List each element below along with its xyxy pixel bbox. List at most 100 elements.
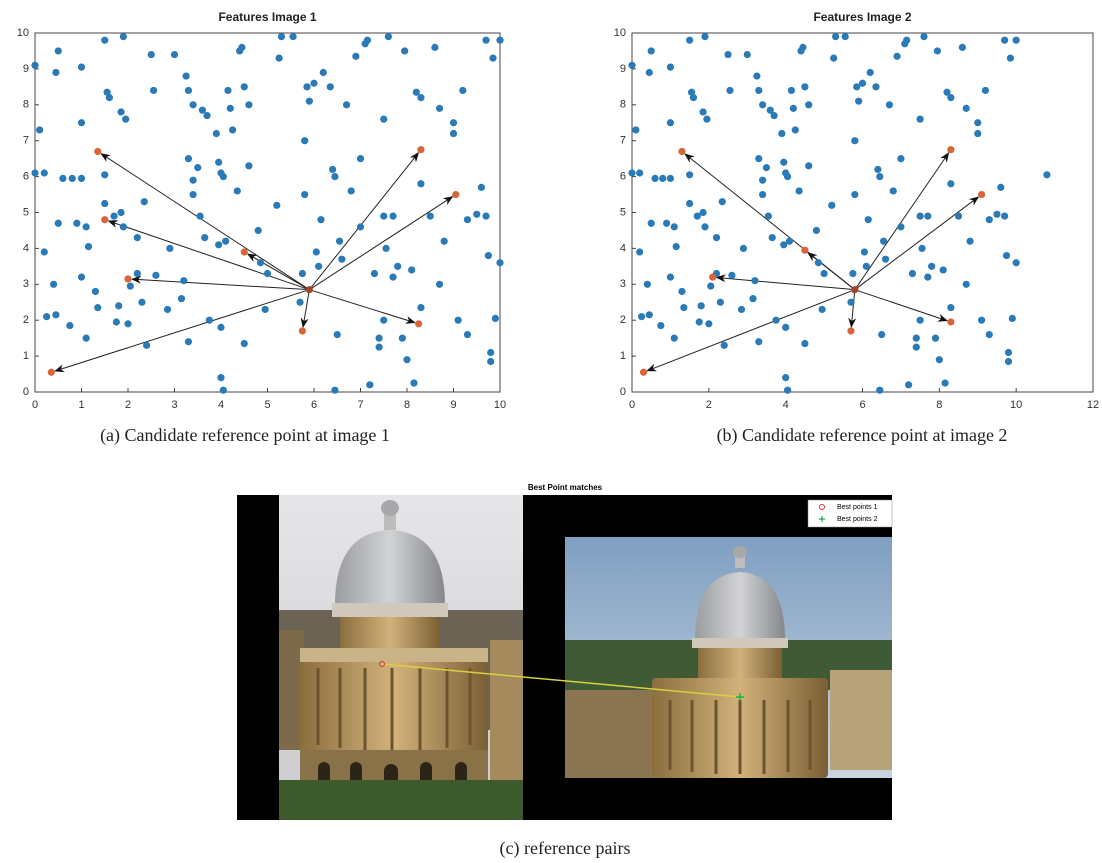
- x-tick-label: 2: [125, 399, 131, 411]
- point: [828, 202, 835, 209]
- y-tick-label: 5: [23, 206, 29, 218]
- point: [196, 212, 203, 219]
- y-tick-label: 5: [620, 206, 626, 218]
- point: [771, 112, 778, 119]
- point: [1001, 212, 1008, 219]
- point: [220, 173, 227, 180]
- point: [215, 159, 222, 166]
- x-tick-label: 3: [171, 399, 177, 411]
- point: [492, 315, 499, 322]
- point: [234, 187, 241, 194]
- point: [427, 212, 434, 219]
- point: [663, 220, 670, 227]
- y-tick-label: 0: [620, 386, 626, 398]
- point: [408, 266, 415, 273]
- chart-title: Features Image 1: [218, 10, 316, 24]
- y-tick-label: 8: [23, 99, 29, 111]
- point: [759, 191, 766, 198]
- y-tick-label: 6: [23, 171, 29, 183]
- point: [905, 381, 912, 388]
- point: [436, 281, 443, 288]
- point: [688, 89, 695, 96]
- point: [201, 234, 208, 241]
- point: [485, 252, 492, 259]
- point: [897, 155, 904, 162]
- point: [306, 286, 313, 293]
- caption: (c) reference pairs: [500, 838, 631, 859]
- point: [721, 342, 728, 349]
- point: [55, 47, 62, 54]
- photo-right: [565, 537, 892, 778]
- point: [334, 331, 341, 338]
- point: [648, 220, 655, 227]
- point: [415, 320, 422, 327]
- point: [763, 164, 770, 171]
- x-tick-label: 5: [264, 399, 270, 411]
- point: [947, 180, 954, 187]
- point: [707, 282, 714, 289]
- x-tick-label: 6: [311, 399, 317, 411]
- point: [217, 374, 224, 381]
- point: [941, 379, 948, 386]
- point: [913, 335, 920, 342]
- point: [740, 245, 747, 252]
- point: [213, 130, 220, 137]
- point: [43, 313, 50, 320]
- point: [842, 33, 849, 40]
- point: [101, 216, 108, 223]
- point: [920, 33, 927, 40]
- point: [744, 51, 751, 58]
- y-tick-label: 9: [23, 63, 29, 75]
- point: [755, 155, 762, 162]
- point: [143, 342, 150, 349]
- point: [917, 212, 924, 219]
- point: [94, 148, 101, 155]
- point: [780, 159, 787, 166]
- point: [628, 169, 635, 176]
- point: [897, 223, 904, 230]
- point: [738, 306, 745, 313]
- point: [1003, 252, 1010, 259]
- point: [238, 44, 245, 51]
- point: [1009, 315, 1016, 322]
- point: [628, 62, 635, 69]
- point: [813, 227, 820, 234]
- point: [849, 270, 856, 277]
- point: [1043, 171, 1050, 178]
- point: [134, 234, 141, 241]
- point: [728, 272, 735, 279]
- point: [784, 387, 791, 394]
- point: [847, 327, 854, 334]
- x-tick-label: 10: [1010, 399, 1022, 411]
- point: [703, 116, 710, 123]
- point: [310, 80, 317, 87]
- point: [819, 306, 826, 313]
- point: [329, 166, 336, 173]
- point: [31, 169, 38, 176]
- point: [755, 338, 762, 345]
- point: [713, 234, 720, 241]
- point: [1005, 358, 1012, 365]
- point: [646, 69, 653, 76]
- point: [709, 274, 716, 281]
- point: [851, 191, 858, 198]
- point: [78, 119, 85, 126]
- point: [120, 223, 127, 230]
- point: [986, 216, 993, 223]
- point: [459, 87, 466, 94]
- point: [859, 80, 866, 87]
- point: [215, 241, 222, 248]
- point: [978, 317, 985, 324]
- point: [667, 175, 674, 182]
- point: [667, 64, 674, 71]
- point: [380, 212, 387, 219]
- point: [380, 116, 387, 123]
- point: [441, 238, 448, 245]
- point: [924, 212, 931, 219]
- point: [765, 212, 772, 219]
- point: [959, 44, 966, 51]
- point: [876, 173, 883, 180]
- point: [41, 248, 48, 255]
- point: [357, 223, 364, 230]
- y-tick-label: 0: [23, 386, 29, 398]
